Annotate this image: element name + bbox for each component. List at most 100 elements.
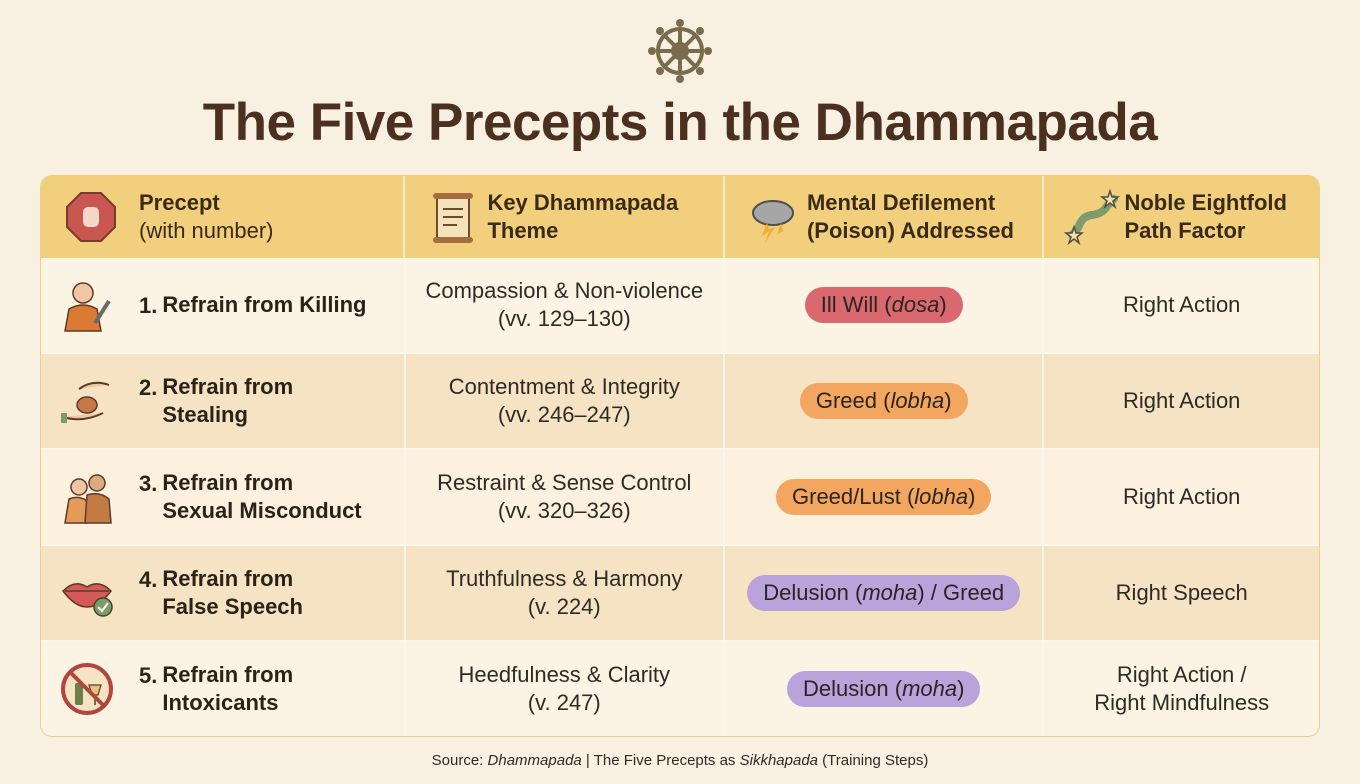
precept-line: Refrain from Killing <box>162 292 367 317</box>
icon <box>743 187 803 247</box>
precept-text: Refrain from False Speech <box>162 565 303 621</box>
source-text: Source: <box>431 752 488 769</box>
theme-cell: Contentment & Integrity (vv. 246–247) <box>405 354 725 450</box>
precept-cell: 3. Refrain from Sexual Misconduct <box>41 450 406 546</box>
precept-line: Refrain from <box>162 566 294 591</box>
poison-text: Delusion ( <box>803 676 903 701</box>
icon <box>57 659 117 719</box>
header-cell: Mental Defilement (Poison) Addressed <box>725 176 1045 258</box>
theme-line: Truthfulness & Harmony <box>446 566 683 591</box>
icon <box>1062 187 1122 247</box>
precept-cell: 5. Refrain from Intoxicants <box>41 642 406 736</box>
icon <box>57 563 117 623</box>
poison-text: ) <box>939 292 947 317</box>
precept-number: 5. <box>139 663 158 688</box>
path-line: Right Action <box>1123 292 1241 317</box>
poison-cell: Delusion (moha) <box>725 642 1045 736</box>
precept-number: 1. <box>139 293 158 318</box>
theme-line: Contentment & Integrity <box>448 374 680 399</box>
poison-pill: Ill Will (dosa) <box>804 287 963 323</box>
precept-number: 4. <box>139 567 158 592</box>
poison-cell: Delusion (moha) / Greed <box>725 546 1045 642</box>
theme-line: (vv. 320–326) <box>497 498 631 523</box>
precept-cell: 4. Refrain from False Speech <box>41 546 406 642</box>
source-note: Source: Dhammapada | The Five Precepts a… <box>0 752 1360 769</box>
theme-line: Heedfulness & Clarity <box>458 662 671 687</box>
path-cell: Right Action <box>1044 450 1319 546</box>
icon-graphic <box>1064 188 1121 246</box>
header-text: Key Dhammapada Theme <box>487 189 678 245</box>
header-line: Path Factor <box>1124 218 1246 243</box>
icon-graphic <box>61 663 113 715</box>
precept-line: Refrain from <box>162 374 294 399</box>
header-line: Mental Defilement <box>806 190 996 215</box>
header-text: Noble Eightfold Path Factor <box>1124 189 1287 245</box>
header-line: Key Dhammapada <box>487 190 679 215</box>
theme-cell: Compassion & Non-violence (vv. 129–130) <box>405 258 725 354</box>
theme-line: Restraint & Sense Control <box>437 470 692 495</box>
path-cell: Right Speech <box>1044 546 1319 642</box>
poison-text: ) <box>944 388 952 413</box>
icon-graphic <box>64 282 111 332</box>
poison-pill: Delusion (moha) <box>787 671 981 707</box>
header-text: Mental Defilement (Poison) Addressed <box>807 189 1014 245</box>
theme-line: (v. 224) <box>527 594 601 619</box>
path-line: Right Action / <box>1116 662 1247 687</box>
poison-cell: Greed (lobha) <box>725 354 1045 450</box>
poison-term: dosa <box>891 292 940 317</box>
header-line: (Poison) Addressed <box>806 218 1014 243</box>
precept-cell: 2. Refrain from Stealing <box>41 354 406 450</box>
icon-graphic <box>751 200 794 243</box>
table-row: 5. Refrain from Intoxicants Heedfulness & C… <box>41 642 1319 736</box>
poison-pill: Greed/Lust (lobha) <box>776 479 992 515</box>
precept-line: Intoxicants <box>162 690 279 715</box>
poison-cell: Greed/Lust (lobha) <box>725 450 1045 546</box>
header-row: Precept (with number) Key Dhammapada Theme M… <box>41 176 1319 258</box>
precept-line: False Speech <box>162 594 303 619</box>
path-line: Right Mindfulness <box>1094 690 1270 715</box>
header-cell: Precept (with number) <box>41 176 406 258</box>
poison-term: moha <box>862 580 918 605</box>
poison-text: Ill Will ( <box>820 292 892 317</box>
icon-graphic <box>66 192 116 242</box>
poison-term: moha <box>902 676 958 701</box>
poison-pill: Greed (lobha) <box>799 383 968 419</box>
header-cell: Key Dhammapada Theme <box>405 176 725 258</box>
header-line: Theme <box>487 218 559 243</box>
precept-number: 2. <box>139 375 158 400</box>
table: Precept (with number) Key Dhammapada Theme M… <box>40 175 1320 737</box>
precept-cell: 1. Refrain from Killing <box>41 258 406 354</box>
icon <box>57 467 117 527</box>
path-cell: Right Action <box>1044 354 1319 450</box>
header-line: (with number) <box>139 218 274 243</box>
poison-text: ) <box>968 484 976 509</box>
precept-line: Refrain from <box>162 470 294 495</box>
theme-cell: Truthfulness & Harmony (v. 224) <box>405 546 725 642</box>
icon-graphic <box>61 381 110 423</box>
dharma-wheel-icon <box>648 19 712 83</box>
precept-line: Refrain from <box>162 662 294 687</box>
icon-graphic <box>433 193 474 243</box>
source-text: (Training Steps) <box>818 752 929 769</box>
table-row: 1. Refrain from Killing Compassion & Non-v… <box>41 258 1319 354</box>
icon <box>61 187 121 247</box>
theme-line: (v. 247) <box>527 690 601 715</box>
source-title: Dhammapada <box>487 752 582 769</box>
source-text: | The Five Precepts as <box>581 752 740 769</box>
path-line: Right Action <box>1123 484 1241 509</box>
header-cell: Noble Eightfold Path Factor <box>1044 176 1319 258</box>
poison-term: lobha <box>890 388 945 413</box>
poison-term: lobha <box>914 484 969 509</box>
precept-line: Stealing <box>162 402 248 427</box>
table-row: 2. Refrain from Stealing Contentment & Inte… <box>41 354 1319 450</box>
icon <box>57 371 117 431</box>
poison-text: Greed/Lust ( <box>792 484 915 509</box>
poison-text: ) <box>957 676 965 701</box>
precept-text: Refrain from Stealing <box>162 373 293 429</box>
theme-line: Compassion & Non-violence <box>425 278 704 303</box>
theme-line: (vv. 129–130) <box>497 306 631 331</box>
path-line: Right Speech <box>1115 580 1248 605</box>
poison-cell: Ill Will (dosa) <box>725 258 1045 354</box>
